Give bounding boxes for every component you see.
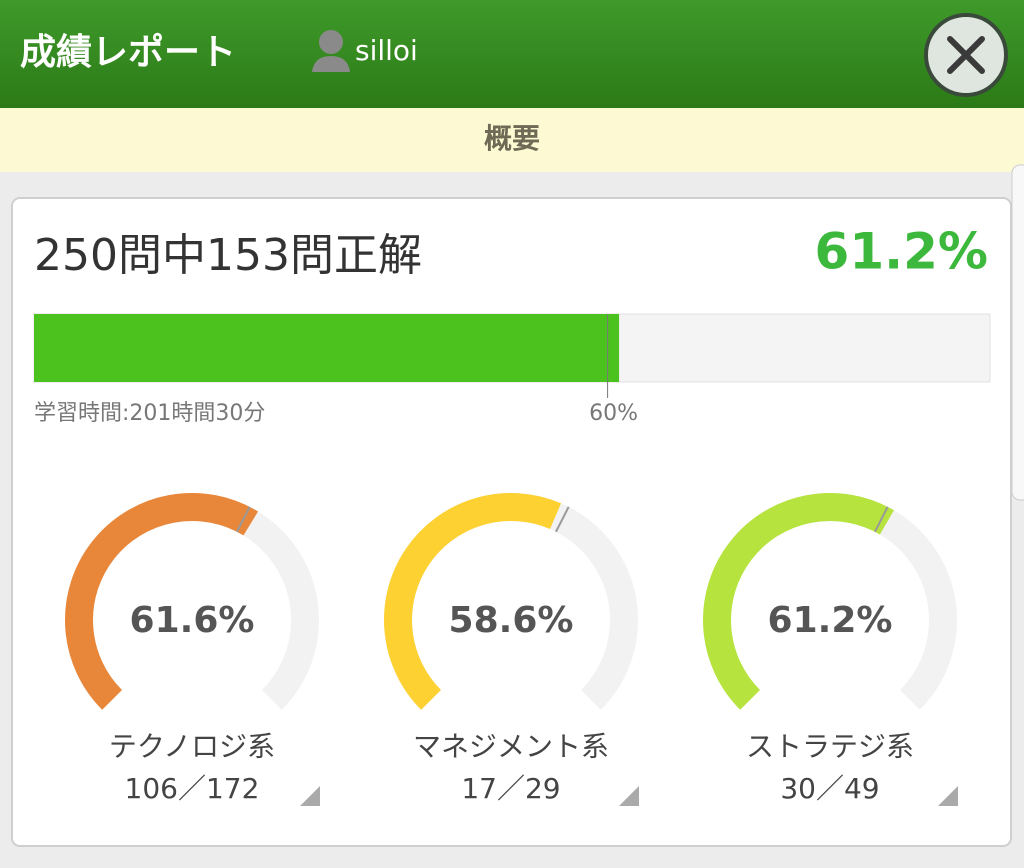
study-time: 学習時間:201時間30分 bbox=[34, 401, 265, 426]
progress-fill bbox=[34, 314, 620, 382]
gauge-count: 30／49 bbox=[780, 772, 879, 805]
gauge-count: 106／172 bbox=[125, 772, 260, 805]
pass-mark-label: 60% bbox=[589, 401, 638, 426]
summary-rate: 61.2% bbox=[815, 223, 988, 281]
gauge-pass-mark bbox=[555, 506, 570, 533]
gauge-count: 17／29 bbox=[461, 772, 560, 805]
gauge-name: テクノロジ系 bbox=[109, 730, 275, 763]
header-bar bbox=[0, 0, 1024, 108]
gauge-arc bbox=[384, 493, 562, 710]
scroll-handle[interactable] bbox=[1011, 164, 1024, 501]
gauge-rate: 58.6% bbox=[449, 600, 574, 641]
gauge-arc bbox=[703, 493, 894, 710]
tab-label[interactable]: 概要 bbox=[484, 122, 540, 155]
dynamic: 60% 61.6% テクノロジ系 106／172 58.6% マネジメント系 17／29 61… bbox=[34, 314, 958, 806]
gauge-rate: 61.2% bbox=[768, 600, 893, 641]
gauge-rate: 61.6% bbox=[130, 600, 255, 641]
gauge-name: マネジメント系 bbox=[413, 730, 609, 763]
gauge-name: ストラテジ系 bbox=[746, 730, 914, 763]
close-button[interactable] bbox=[924, 13, 1008, 97]
gauge-pass-mark bbox=[874, 506, 889, 533]
gauge-pass-mark bbox=[236, 506, 251, 533]
user-icon bbox=[312, 30, 350, 72]
expand-indicator[interactable] bbox=[938, 786, 958, 806]
expand-indicator[interactable] bbox=[300, 786, 320, 806]
user-name: silloi bbox=[355, 34, 418, 67]
summary-text: 250問中153問正解 bbox=[34, 230, 422, 281]
header-title: 成績レポート bbox=[20, 31, 236, 73]
tab-bar bbox=[0, 108, 1024, 172]
expand-indicator[interactable] bbox=[619, 786, 639, 806]
gauge-arc bbox=[65, 493, 258, 710]
